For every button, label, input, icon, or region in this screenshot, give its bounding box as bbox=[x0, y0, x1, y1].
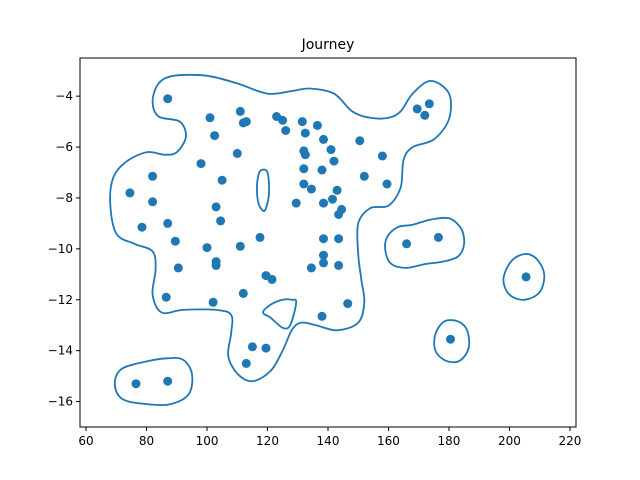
data-point bbox=[241, 117, 251, 127]
data-point bbox=[332, 185, 342, 195]
data-point bbox=[317, 311, 327, 321]
density-contours bbox=[109, 73, 546, 406]
data-point bbox=[312, 120, 322, 130]
data-point bbox=[382, 179, 392, 189]
contour-lower-left bbox=[113, 357, 194, 406]
y-axis: −16 −14 −12 −10 −8 −6 −4 bbox=[48, 89, 80, 409]
data-point bbox=[202, 243, 212, 253]
contour-far-right bbox=[502, 253, 546, 301]
x-tick-label: 160 bbox=[377, 434, 400, 448]
data-point bbox=[137, 222, 147, 232]
y-tick-label: −10 bbox=[48, 242, 73, 256]
data-point bbox=[211, 202, 221, 212]
y-tick-label: −16 bbox=[48, 395, 73, 409]
data-point bbox=[125, 188, 135, 198]
x-tick-label: 180 bbox=[438, 434, 461, 448]
data-point bbox=[328, 194, 337, 204]
data-point bbox=[163, 94, 173, 104]
contour-hole-lower bbox=[262, 298, 298, 330]
y-tick-label: −12 bbox=[48, 293, 73, 307]
data-point bbox=[299, 164, 309, 174]
data-point bbox=[208, 297, 218, 307]
data-point bbox=[317, 165, 327, 175]
data-point bbox=[163, 376, 173, 386]
data-point bbox=[281, 126, 291, 135]
data-point bbox=[521, 272, 531, 282]
data-point bbox=[148, 197, 158, 207]
contour-main bbox=[109, 73, 452, 383]
x-tick-label: 80 bbox=[139, 434, 154, 448]
x-tick-label: 200 bbox=[498, 434, 521, 448]
contour-lower-right bbox=[433, 319, 471, 364]
x-tick-label: 100 bbox=[196, 434, 219, 448]
data-point bbox=[377, 151, 387, 161]
data-point bbox=[291, 198, 301, 208]
data-point bbox=[163, 218, 173, 228]
x-tick-label: 60 bbox=[78, 434, 93, 448]
data-point bbox=[300, 150, 310, 160]
x-tick-label: 140 bbox=[317, 434, 340, 448]
data-point bbox=[402, 239, 412, 249]
data-point bbox=[420, 110, 430, 120]
data-point bbox=[343, 299, 353, 309]
data-point bbox=[216, 216, 226, 226]
data-point bbox=[355, 136, 365, 146]
data-point bbox=[433, 232, 443, 242]
data-point bbox=[334, 210, 344, 219]
data-point bbox=[326, 145, 336, 155]
data-point bbox=[299, 179, 309, 189]
data-point bbox=[319, 198, 328, 208]
data-point bbox=[205, 113, 215, 123]
data-point bbox=[235, 241, 245, 251]
data-point bbox=[235, 106, 245, 116]
data-point bbox=[131, 379, 141, 389]
x-tick-label: 120 bbox=[256, 434, 279, 448]
scatter-points bbox=[125, 94, 531, 389]
data-point bbox=[210, 131, 220, 141]
y-tick-label: −14 bbox=[48, 344, 73, 358]
data-point bbox=[232, 148, 242, 158]
data-point bbox=[359, 171, 369, 181]
data-point bbox=[319, 258, 328, 268]
data-point bbox=[319, 250, 328, 260]
data-point bbox=[267, 274, 277, 284]
data-point bbox=[278, 115, 288, 125]
data-point bbox=[306, 184, 316, 194]
contour-right-pair bbox=[384, 216, 466, 269]
chart-title: Journey bbox=[301, 37, 355, 53]
data-point bbox=[238, 288, 248, 298]
data-point bbox=[319, 134, 328, 144]
y-tick-label: −4 bbox=[55, 89, 73, 103]
y-tick-label: −6 bbox=[55, 140, 73, 154]
data-point bbox=[247, 342, 257, 352]
x-axis: 60 80 100 120 140 160 180 200 220 bbox=[78, 427, 581, 448]
data-point bbox=[241, 358, 251, 368]
data-point bbox=[334, 260, 344, 270]
data-point bbox=[211, 260, 221, 270]
x-tick-label: 220 bbox=[558, 434, 581, 448]
data-point bbox=[329, 156, 339, 166]
contour-hole-upper bbox=[255, 168, 270, 212]
data-point bbox=[170, 236, 180, 246]
data-point bbox=[217, 175, 227, 185]
data-point bbox=[161, 292, 171, 302]
data-point bbox=[255, 232, 265, 242]
data-point bbox=[173, 263, 183, 273]
data-point bbox=[334, 234, 344, 244]
data-point bbox=[297, 117, 307, 127]
data-point bbox=[412, 104, 422, 114]
data-point bbox=[300, 128, 310, 138]
data-point bbox=[261, 343, 271, 353]
data-point bbox=[319, 234, 328, 244]
data-point bbox=[196, 159, 206, 169]
plot-frame bbox=[79, 57, 577, 428]
data-point bbox=[446, 334, 455, 344]
y-tick-label: −8 bbox=[55, 191, 73, 205]
data-point bbox=[148, 171, 158, 181]
data-point bbox=[306, 263, 316, 273]
data-point bbox=[424, 99, 434, 109]
